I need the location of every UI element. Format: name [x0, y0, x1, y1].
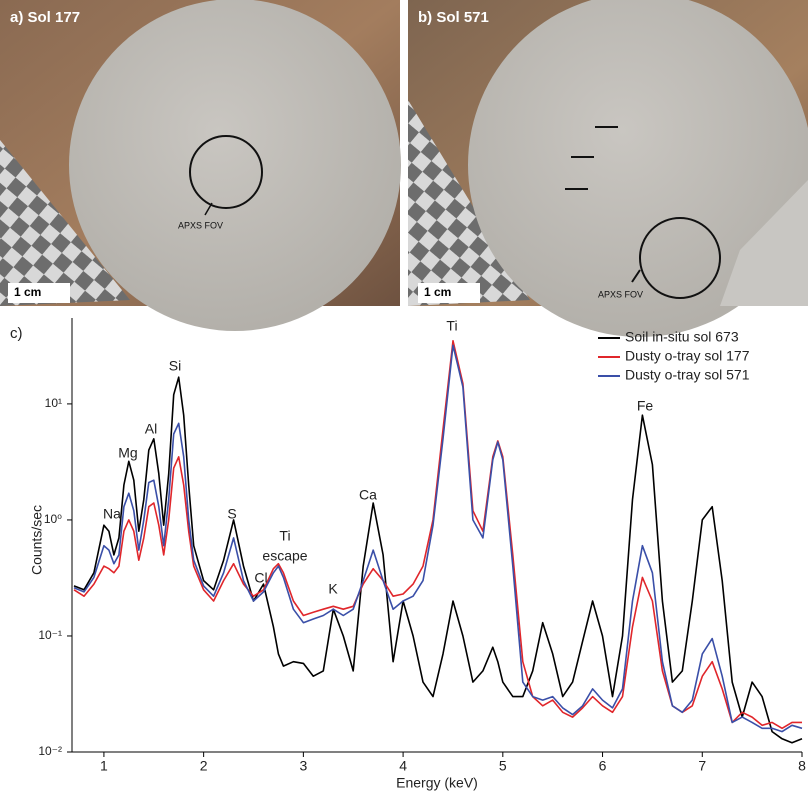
- y-tick-label: 10¹: [45, 396, 62, 410]
- x-tick-label: 1: [100, 758, 108, 774]
- legend-label: Dusty o-tray sol 571: [625, 367, 750, 383]
- y-axis-label: Counts/sec: [29, 505, 45, 575]
- series-line: [73, 376, 803, 744]
- peak-label: Ca: [359, 487, 377, 503]
- fov-label: APXS FOV: [598, 289, 643, 299]
- peak-label: Ti: [279, 528, 290, 544]
- series-line: [73, 340, 802, 730]
- x-tick-label: 7: [698, 758, 706, 774]
- peak-label: Ti: [446, 318, 457, 334]
- peak-label: Al: [145, 421, 157, 437]
- panel-label: a) Sol 177: [10, 9, 80, 26]
- x-tick-label: 4: [399, 758, 407, 774]
- x-axis-label: Energy (keV): [396, 775, 478, 791]
- peak-label: Fe: [637, 398, 654, 414]
- y-tick-label: 10⁰: [44, 512, 62, 526]
- scale-label: 1 cm: [14, 285, 41, 299]
- legend-label: Soil in-situ sol 673: [625, 329, 739, 345]
- photo-b: b) Sol 571 1 cm APXS FOV: [408, 0, 808, 337]
- peak-label: Si: [169, 358, 181, 374]
- series-line: [73, 344, 803, 733]
- panel-label: b) Sol 571: [418, 9, 489, 26]
- peak-label: Na: [103, 506, 121, 522]
- fov-label: APXS FOV: [178, 220, 223, 230]
- peak-label: S: [227, 506, 236, 522]
- y-tick-label: 10⁻¹: [38, 628, 62, 642]
- peak-label: Mg: [118, 445, 137, 461]
- legend-label: Dusty o-tray sol 177: [625, 348, 750, 364]
- peak-label: Cl: [254, 570, 267, 586]
- photo-a: a) Sol 177 1 cm APXS FOV: [0, 0, 401, 331]
- y-tick-label: 10⁻²: [38, 744, 62, 758]
- x-tick-label: 5: [499, 758, 507, 774]
- x-tick-label: 3: [299, 758, 307, 774]
- peak-label: escape: [262, 548, 307, 564]
- x-tick-label: 6: [599, 758, 607, 774]
- x-tick-label: 8: [798, 758, 806, 774]
- x-tick-label: 2: [200, 758, 208, 774]
- scale-label: 1 cm: [424, 285, 451, 299]
- panel-label: c): [10, 325, 23, 342]
- peak-label: K: [328, 581, 338, 597]
